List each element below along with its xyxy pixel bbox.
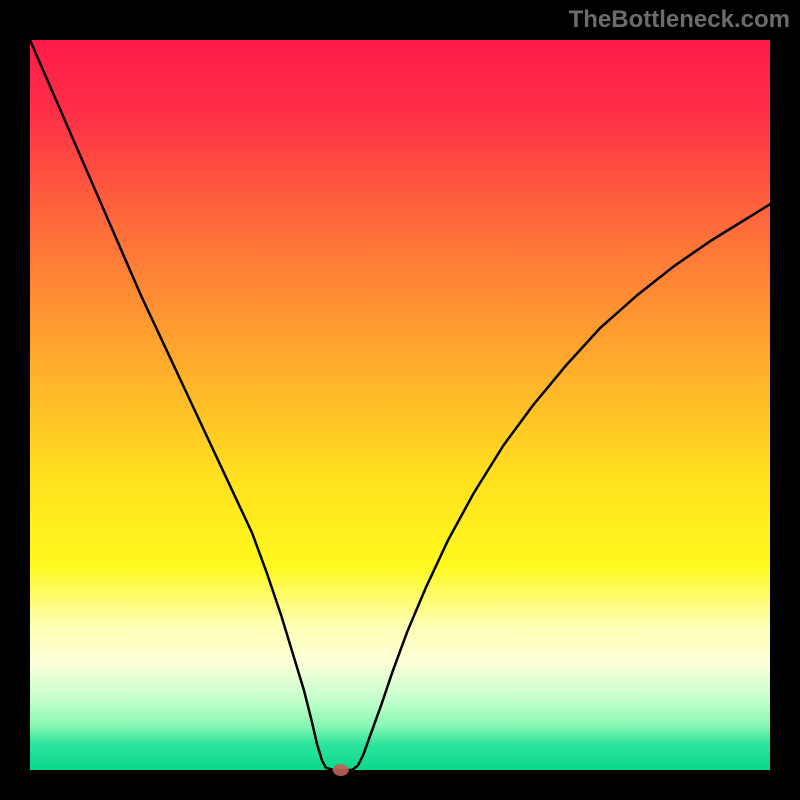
bottleneck-chart [0, 0, 800, 800]
watermark-text: TheBottleneck.com [569, 6, 790, 34]
plot-background [30, 40, 770, 770]
optimum-marker [333, 764, 349, 776]
chart-frame: TheBottleneck.com [0, 0, 800, 800]
